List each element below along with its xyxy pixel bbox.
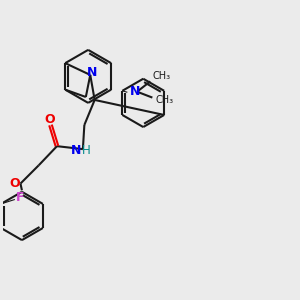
Text: CH₃: CH₃ xyxy=(155,95,173,105)
Text: N: N xyxy=(71,144,82,157)
Text: N: N xyxy=(129,85,140,98)
Text: O: O xyxy=(44,113,55,126)
Text: O: O xyxy=(10,177,20,190)
Text: H: H xyxy=(82,144,91,157)
Text: N: N xyxy=(86,66,97,79)
Text: CH₃: CH₃ xyxy=(152,71,170,81)
Text: F: F xyxy=(16,191,24,205)
